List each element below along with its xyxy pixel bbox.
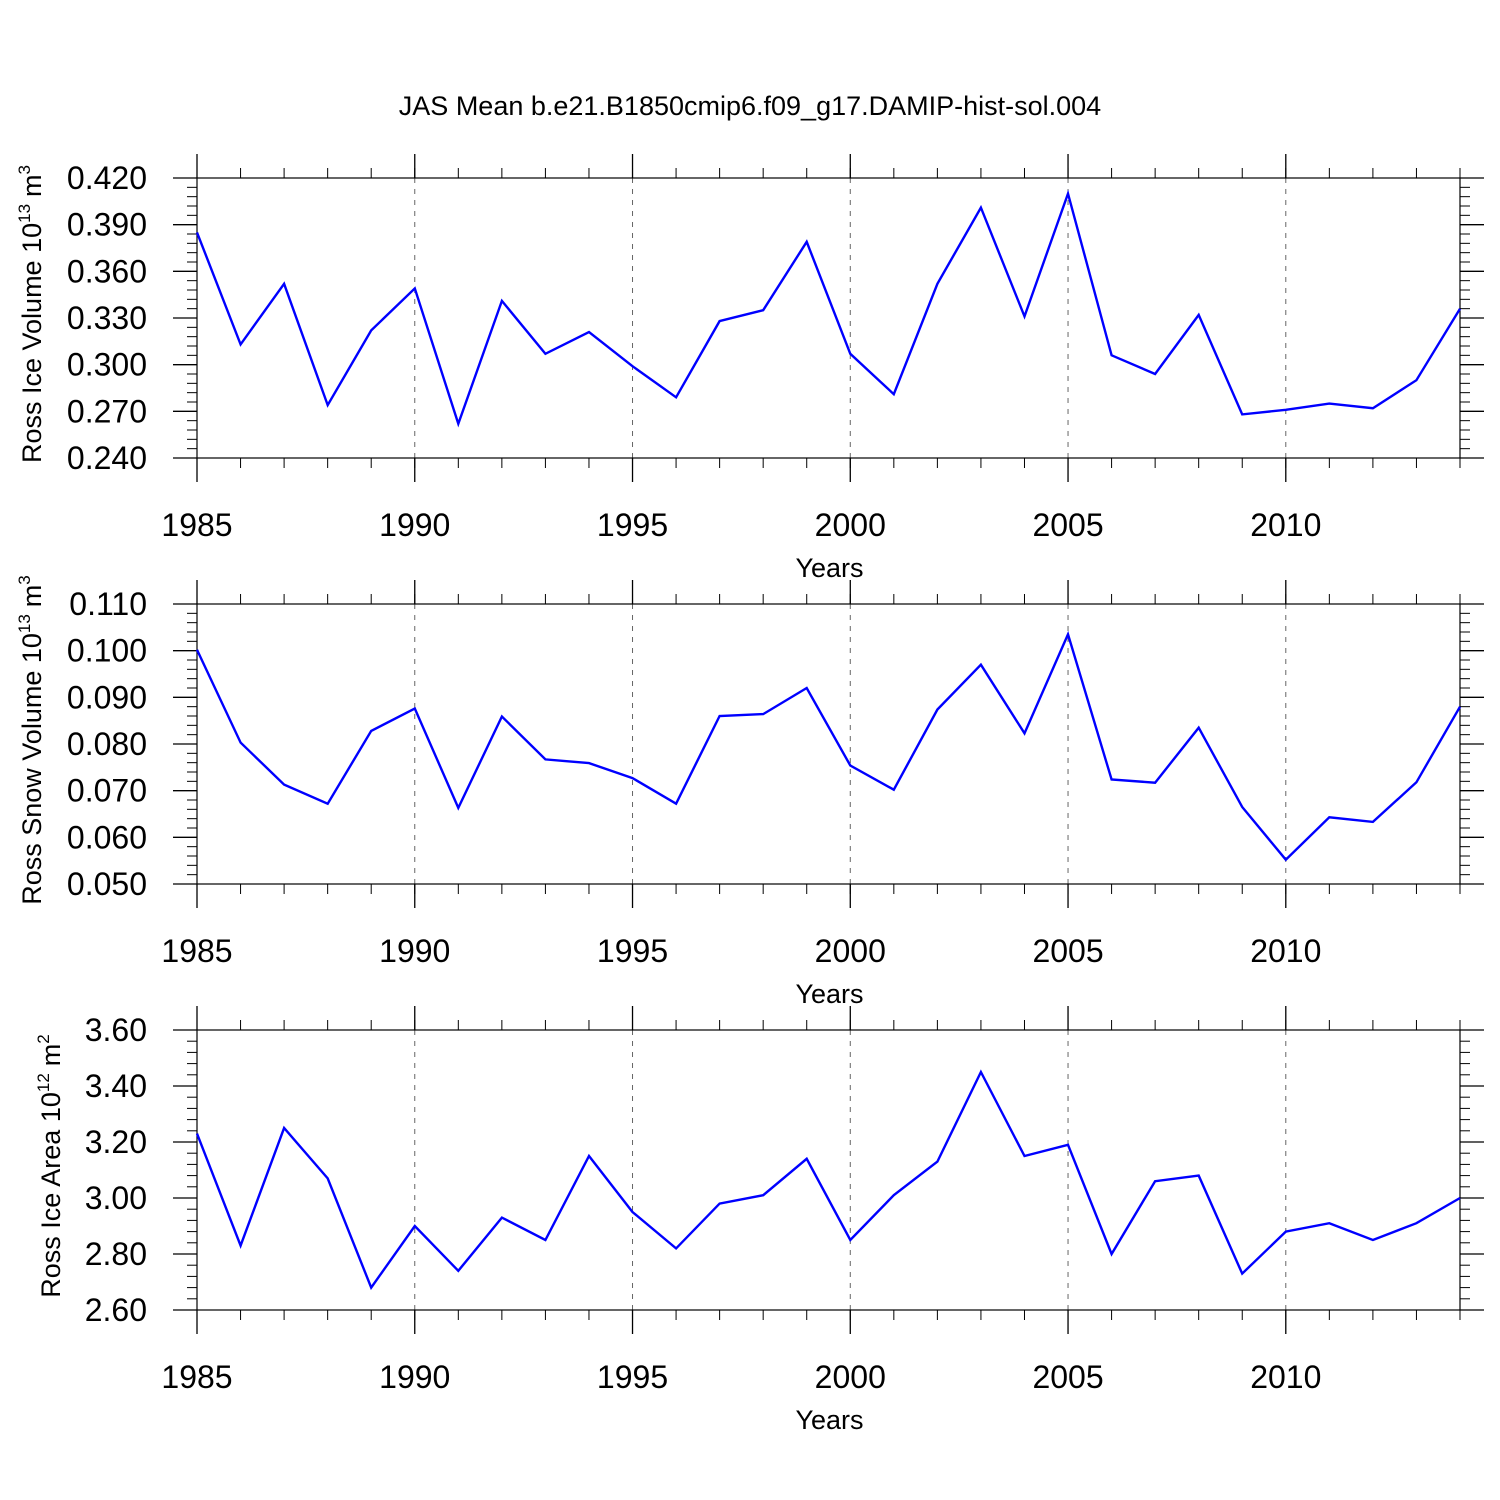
chart-panel-1: 1985 1990 1995 2000 2005 2010 0.240 0.270 0.300 0… [15,154,1484,583]
x-tick-label: 2005 [1032,933,1103,969]
y-tick-label: 0.390 [67,207,147,243]
x-tick-label: 2000 [815,1359,886,1395]
y-axis-label: Ross Ice Volume 1013 m3 [15,165,47,463]
y-tick-label: 0.270 [67,393,147,429]
x-tick-label: 2010 [1250,1359,1321,1395]
chart-panel-3: 1985 1990 1995 2000 2005 2010 2.60 2.80 3.00 3.20… [34,1006,1484,1435]
x-tick-label: 2005 [1032,507,1103,543]
y-axis-label-text: Ross Ice Volume 10 [17,223,47,463]
y-axis-label-unit: m [17,585,47,608]
series-line-ross-ice-volume [195,189,1462,428]
y-tick-label: 0.070 [67,773,147,809]
y-tick-label: 2.60 [85,1292,147,1328]
x-tick-label: 1995 [597,933,668,969]
x-axis-label: Years [795,1405,863,1435]
x-tick-label: 1995 [597,507,668,543]
x-tick-label: 2005 [1032,1359,1103,1395]
y-tick-label: 0.300 [67,347,147,383]
y-axis-label-text: Ross Ice Area 10 [36,1092,66,1298]
x-tick-label: 1990 [379,507,450,543]
series-line-ross-snow-volume [195,630,1462,862]
y-tick-label: 3.40 [85,1068,147,1104]
series-line-ross-ice-area [195,1069,1461,1291]
y-tick-label: 0.090 [67,679,147,715]
chart-panel-2: 1985 1990 1995 2000 2005 2010 0.050 0.060 0.070 0… [15,575,1484,1009]
y-tick-label: 0.060 [67,819,147,855]
y-axis-label-exponent: 13 [15,614,34,633]
y-tick-label: 3.00 [85,1180,147,1216]
x-tick-label: 1985 [161,933,232,969]
y-tick-label: 0.080 [67,726,147,762]
y-tick-label: 0.100 [67,633,147,669]
y-tick-label: 0.360 [67,253,147,289]
y-tick-label: 0.110 [69,586,147,622]
y-axis-label-unit-exponent: 3 [15,575,34,584]
y-tick-label: 0.420 [67,160,147,196]
y-axis-label-exponent: 12 [34,1073,53,1092]
y-tick-label: 3.20 [85,1124,147,1160]
y-axis-label-unit-exponent: 3 [15,165,34,174]
y-tick-label: 0.050 [67,866,147,902]
figure-title: JAS Mean b.e21.B1850cmip6.f09_g17.DAMIP-… [399,91,1101,121]
x-tick-label: 1985 [161,507,232,543]
x-tick-label: 2000 [815,507,886,543]
x-tick-label: 1990 [379,933,450,969]
x-tick-label: 2010 [1250,933,1321,969]
plot-frame [196,177,1461,459]
x-tick-label: 2000 [815,933,886,969]
y-axis-label-unit: m [36,1044,66,1067]
y-axis-label: Ross Ice Area 1012 m2 [34,1034,66,1298]
x-tick-label: 2010 [1250,507,1321,543]
y-axis-label: Ross Snow Volume 1013 m3 [15,575,47,905]
x-tick-label: 1985 [161,1359,232,1395]
y-tick-label: 3.60 [85,1012,147,1048]
y-tick-label: 0.240 [67,440,147,476]
y-axis-label-unit-exponent: 2 [34,1034,53,1043]
x-tick-label: 1995 [597,1359,668,1395]
x-tick-label: 1990 [379,1359,450,1395]
plot-frame [196,1029,1461,1311]
y-axis-label-text: Ross Snow Volume 10 [17,633,47,905]
y-axis-label-unit: m [17,174,47,197]
x-axis-label: Years [795,553,863,583]
y-tick-label: 0.330 [67,300,147,336]
x-axis-label: Years [795,979,863,1009]
y-tick-label: 2.80 [85,1236,147,1272]
y-axis-label-exponent: 13 [15,204,34,223]
